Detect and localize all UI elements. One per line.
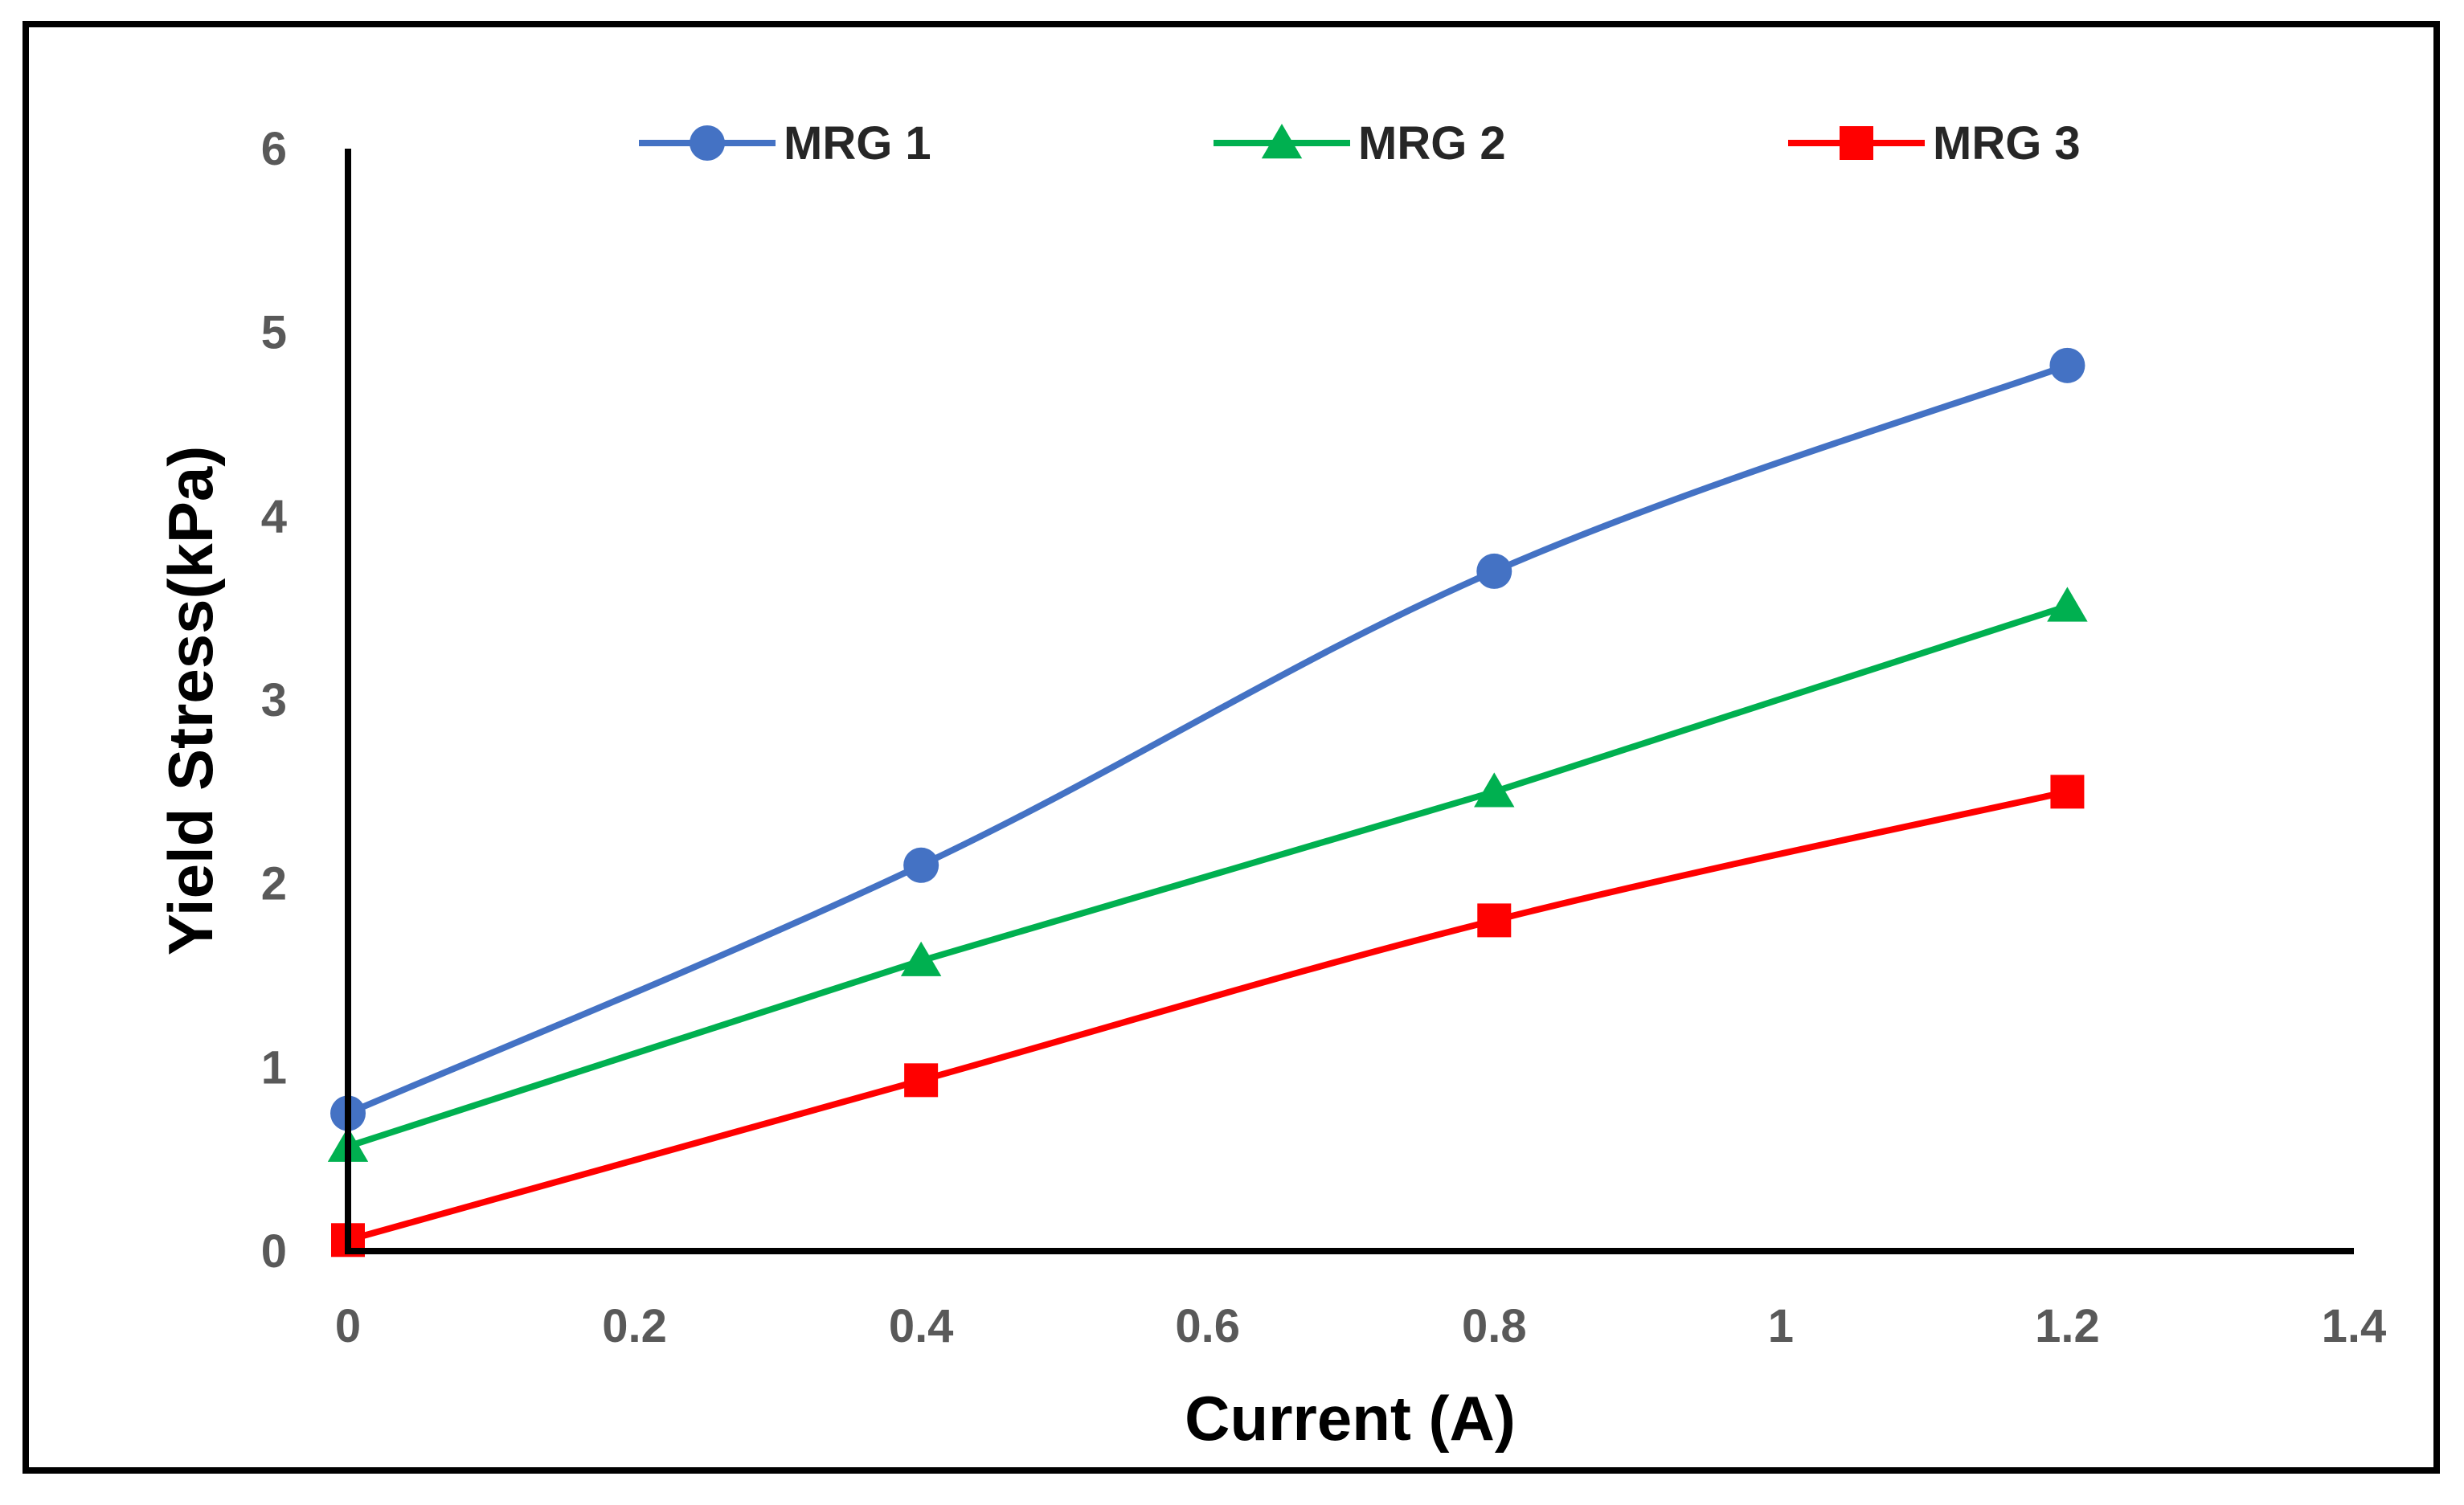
series-layer [327,347,2088,1258]
legend-item: MRG 1 [639,117,931,170]
data-point [904,1063,939,1098]
x-tick-label: 0.4 [889,1300,954,1352]
data-point [1474,772,1515,808]
legend: MRG 1 MRG 2 MRG 3 [639,117,2081,170]
x-tick-label: 0.2 [602,1300,667,1352]
x-tick-label: 1.4 [2322,1300,2387,1352]
y-tick-label: 2 [261,858,287,910]
legend-marker [690,125,725,161]
x-tick-label: 0.8 [1462,1300,1527,1352]
chart-border [23,21,2440,1474]
series-line [345,362,2071,1117]
x-tick-label: 1.2 [2035,1300,2100,1352]
series-line [345,788,2071,1244]
legend-marker [1840,126,1873,160]
data-point [903,847,939,883]
legend-item: MRG 2 [1214,117,1506,170]
y-tick-label: 5 [261,307,287,359]
data-point [1477,903,1512,938]
legend-item: MRG 3 [1788,117,2081,170]
y-tick-label: 0 [261,1225,287,1278]
series-line [345,603,2071,1150]
data-point [2050,775,2085,809]
y-tick-label: 1 [261,1041,287,1094]
data-point [2049,347,2085,383]
data-point [2047,587,2088,622]
data-point [900,941,942,976]
x-tick-label: 0 [335,1300,361,1352]
x-tick-labels: 0 0.2 0.4 0.6 0.8 1 1.2 1.4 [335,1300,2386,1352]
legend-marker [1261,124,1303,159]
legend-label: MRG 1 [784,117,931,170]
y-axis-title: Yield Stress(kPa) [155,446,226,955]
y-tick-label: 3 [261,674,287,726]
y-tick-label: 4 [261,490,287,542]
legend-label: MRG 3 [1933,117,2081,170]
y-tick-label: 6 [261,123,287,175]
x-tick-label: 0.6 [1175,1300,1240,1352]
y-tick-labels: 0 1 2 3 4 5 6 [261,123,287,1278]
series-mrg-3 [331,775,2085,1258]
x-tick-label: 1 [1768,1300,1794,1352]
legend-label: MRG 2 [1358,117,1506,170]
x-axis-title: Current (A) [1185,1383,1516,1454]
data-point [1476,553,1512,589]
